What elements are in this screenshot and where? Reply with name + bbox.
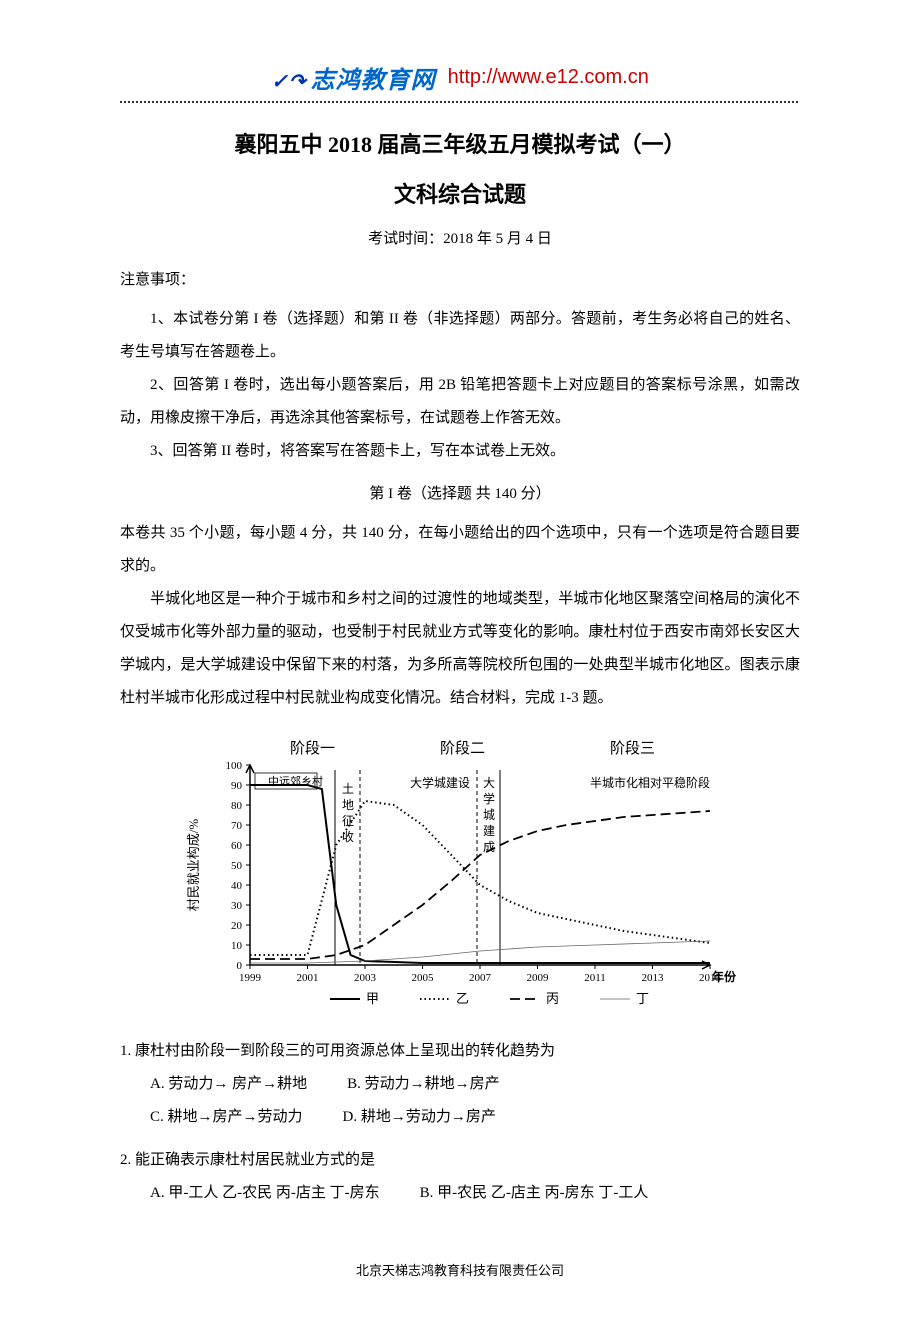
svg-text:阶段二: 阶段二 xyxy=(440,740,485,757)
svg-text:100: 100 xyxy=(226,760,243,772)
svg-text:丙: 丙 xyxy=(546,991,559,1006)
section1-note: 本卷共 35 个小题，每小题 4 分，共 140 分，在每小题给出的四个选项中，… xyxy=(120,517,800,583)
svg-text:丁: 丁 xyxy=(636,991,649,1006)
svg-text:半城市化相对平稳阶段: 半城市化相对平稳阶段 xyxy=(590,775,710,790)
document-page: ✓↷志鸿教育网 http://www.e12.com.cn 襄阳五中 2018 … xyxy=(0,0,920,1319)
svg-text:80: 80 xyxy=(231,800,243,812)
svg-text:2007: 2007 xyxy=(469,972,492,984)
notice-label: 注意事项： xyxy=(120,268,800,289)
q1-opt-c: C. 耕地→房产→劳动力 xyxy=(150,1101,303,1134)
svg-text:2011: 2011 xyxy=(584,972,606,984)
logo-icon: ✓↷ xyxy=(271,71,307,93)
page-footer: 北京天梯志鸿教育科技有限责任公司 xyxy=(120,1260,800,1279)
question-1-options: A. 劳动力→ 房产→耕地 B. 劳动力→耕地→房产 C. 耕地→房产→劳动力 … xyxy=(120,1068,800,1134)
svg-text:乙: 乙 xyxy=(456,991,469,1006)
svg-text:年份: 年份 xyxy=(712,969,737,984)
chart-svg: 阶段一 阶段二 阶段三 0 10 20 30 40 50 60 70 80 90 100 1999 2001 2… xyxy=(180,735,740,1015)
passage-1: 半城化地区是一种介于城市和乡村之间的过渡性的地域类型，半城市化地区聚落空间格局的… xyxy=(120,583,800,715)
svg-text:收: 收 xyxy=(342,830,354,844)
svg-text:60: 60 xyxy=(231,840,243,852)
question-2-options: A. 甲-工人 乙-农民 丙-店主 丁-房东 B. 甲-农民 乙-店主 丙-房东… xyxy=(120,1177,800,1210)
svg-text:村民就业构成/%: 村民就业构成/% xyxy=(186,819,201,912)
instruction-2: 2、回答第 I 卷时，选出每小题答案后，用 2B 铅笔把答题卡上对应题目的答案标… xyxy=(120,369,800,435)
question-2-stem: 2. 能正确表示康杜村居民就业方式的是 xyxy=(120,1144,800,1177)
svg-text:2001: 2001 xyxy=(297,972,319,984)
q1-opt-d: D. 耕地→劳动力→房产 xyxy=(343,1101,496,1134)
question-1-stem: 1. 康杜村由阶段一到阶段三的可用资源总体上呈现出的转化趋势为 xyxy=(120,1035,800,1068)
q1-opt-a: A. 劳动力→ 房产→耕地 xyxy=(150,1068,307,1101)
svg-text:大: 大 xyxy=(483,776,495,790)
site-logo: ✓↷志鸿教育网 xyxy=(271,60,436,95)
page-header: ✓↷志鸿教育网 http://www.e12.com.cn xyxy=(120,60,800,95)
exam-title: 襄阳五中 2018 届高三年级五月模拟考试（一） xyxy=(120,127,800,159)
svg-text:成: 成 xyxy=(483,840,495,854)
svg-text:建: 建 xyxy=(483,824,495,838)
q2-opt-a: A. 甲-工人 乙-农民 丙-店主 丁-房东 xyxy=(150,1177,380,1210)
svg-text:30: 30 xyxy=(231,900,243,912)
instruction-1: 1、本试卷分第 I 卷（选择题）和第 II 卷（非选择题）两部分。答题前，考生务… xyxy=(120,303,800,369)
svg-text:阶段一: 阶段一 xyxy=(290,740,335,757)
logo-text: 志鸿教育网 xyxy=(311,68,436,94)
section1-header: 第 I 卷（选择题 共 140 分） xyxy=(120,482,800,503)
svg-text:50: 50 xyxy=(231,860,243,872)
svg-text:20: 20 xyxy=(231,920,243,932)
svg-text:1999: 1999 xyxy=(239,972,262,984)
employment-chart: 阶段一 阶段二 阶段三 0 10 20 30 40 50 60 70 80 90 100 1999 2001 2… xyxy=(180,735,740,1015)
exam-subtitle: 文科综合试题 xyxy=(120,177,800,209)
svg-text:城: 城 xyxy=(483,808,495,822)
svg-text:2003: 2003 xyxy=(354,972,377,984)
svg-text:40: 40 xyxy=(231,880,243,892)
svg-text:70: 70 xyxy=(231,820,243,832)
svg-text:土: 土 xyxy=(342,782,354,796)
svg-text:学: 学 xyxy=(483,791,495,806)
svg-text:阶段三: 阶段三 xyxy=(610,740,655,757)
instruction-3: 3、回答第 II 卷时，将答案写在答题卡上，写在本试卷上无效。 xyxy=(120,435,800,468)
svg-text:10: 10 xyxy=(231,940,243,952)
svg-text:大学城建设: 大学城建设 xyxy=(410,775,470,790)
q1-opt-b: B. 劳动力→耕地→房产 xyxy=(347,1068,500,1101)
site-url: http://www.e12.com.cn xyxy=(448,66,649,89)
svg-text:甲: 甲 xyxy=(366,991,379,1006)
svg-text:2009: 2009 xyxy=(527,972,550,984)
svg-text:0: 0 xyxy=(237,960,243,972)
svg-text:90: 90 xyxy=(231,780,243,792)
header-divider xyxy=(120,101,800,103)
q2-opt-b: B. 甲-农民 乙-店主 丙-房东 丁-工人 xyxy=(420,1177,649,1210)
svg-text:2005: 2005 xyxy=(412,972,435,984)
exam-date: 考试时间：2018 年 5 月 4 日 xyxy=(120,227,800,248)
svg-text:地: 地 xyxy=(342,798,354,812)
svg-text:2013: 2013 xyxy=(642,972,665,984)
